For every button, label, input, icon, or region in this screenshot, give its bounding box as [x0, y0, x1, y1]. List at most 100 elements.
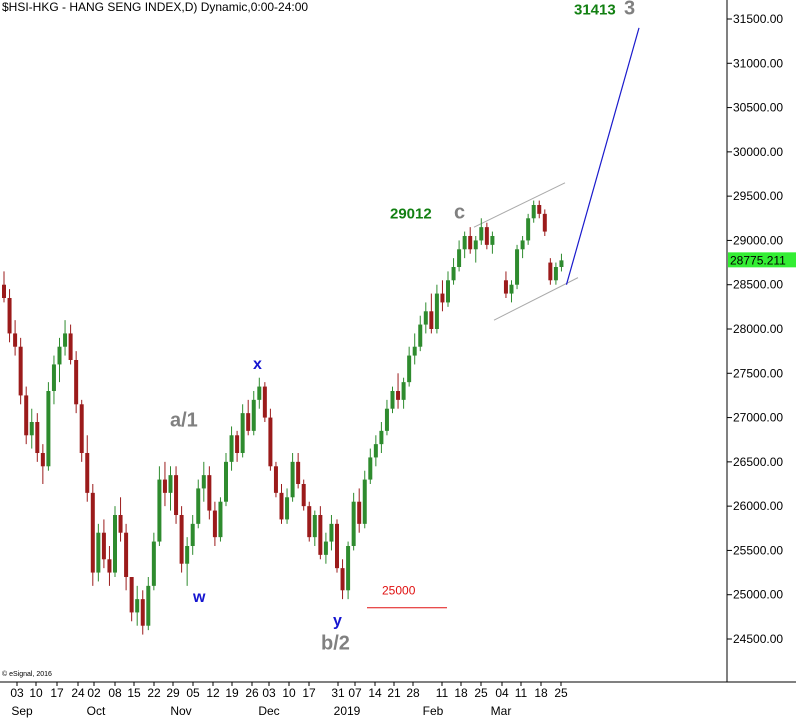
- candle-body-down: [262, 386, 267, 418]
- x-day-label: 18: [534, 686, 548, 700]
- candle-body-up: [412, 346, 417, 356]
- wave-label: 29012: [390, 205, 432, 222]
- candle-body-down: [429, 311, 434, 329]
- candle-body-down: [68, 333, 73, 360]
- candle-body-down: [396, 391, 401, 400]
- x-day-label: 03: [262, 686, 276, 700]
- x-day-label: 17: [50, 686, 64, 700]
- candle-body-up: [407, 355, 412, 383]
- candle-body-down: [235, 435, 240, 453]
- candle-body-up: [46, 391, 51, 467]
- candle-body-up: [479, 227, 484, 241]
- candle-body-down: [503, 280, 508, 294]
- candle-body-up: [218, 501, 223, 538]
- y-tick-label: 30000.00: [733, 145, 783, 159]
- candle-body-down: [207, 475, 212, 511]
- candle-body-down: [542, 213, 547, 232]
- candle-body-up: [531, 205, 536, 219]
- y-tick-label: 26500.00: [733, 455, 783, 469]
- x-day-label: 21: [387, 686, 401, 700]
- candle-body-up: [362, 479, 367, 524]
- x-day-label: 25: [554, 686, 568, 700]
- wave-label: x: [253, 356, 262, 373]
- candle-body-down: [301, 484, 306, 507]
- candle-body-up: [312, 515, 317, 538]
- candle-body-up: [473, 240, 478, 250]
- wave-label: 25000: [382, 584, 416, 598]
- x-day-label: 29: [166, 686, 180, 700]
- wave-label: b/2: [321, 633, 350, 655]
- candle-body-up: [509, 284, 514, 294]
- candle-body-up: [151, 541, 156, 586]
- y-tick-label: 29000.00: [733, 233, 783, 247]
- x-month-label: Dec: [258, 704, 279, 718]
- y-tick-label: 25500.00: [733, 543, 783, 557]
- candle-body-up: [257, 386, 262, 400]
- candle-body-up: [51, 364, 56, 391]
- candle-body-down: [268, 417, 273, 467]
- candle-body-down: [548, 262, 553, 281]
- candle-body-up: [251, 399, 256, 431]
- candle-body-up: [185, 546, 190, 564]
- candle-body-up: [323, 541, 328, 555]
- candle-body-down: [107, 559, 112, 573]
- y-tick-label: 29500.00: [733, 189, 783, 203]
- candle-body-up: [135, 599, 140, 613]
- candlestick-series: [2, 200, 564, 635]
- x-day-label: 22: [147, 686, 161, 700]
- x-day-label: 07: [348, 686, 362, 700]
- candle-body-down: [537, 205, 542, 214]
- candle-body-up: [146, 585, 151, 626]
- candle-body-down: [162, 479, 167, 493]
- x-day-label: 05: [186, 686, 200, 700]
- candle-body-up: [168, 475, 173, 493]
- y-tick-label: 28500.00: [733, 278, 783, 292]
- candle-body-down: [340, 568, 345, 591]
- candle-body-down: [440, 293, 445, 303]
- chart-title: $HSI-HKG - HANG SENG INDEX,D) Dynamic,0:…: [2, 0, 309, 14]
- x-day-label: 10: [282, 686, 296, 700]
- candle-body-up: [457, 249, 462, 267]
- candle-body-up: [368, 457, 373, 480]
- candle-body-down: [307, 506, 312, 538]
- candle-body-up: [384, 408, 389, 431]
- candle-body-down: [118, 515, 123, 533]
- x-day-label: 08: [108, 686, 122, 700]
- candle-body-up: [240, 413, 245, 453]
- candle-body-down: [7, 298, 12, 334]
- wave-label: w: [192, 589, 206, 606]
- candle-body-up: [57, 346, 62, 365]
- candle-body-up: [201, 475, 206, 489]
- y-tick-label: 24500.00: [733, 632, 783, 646]
- candle-body-down: [140, 599, 145, 626]
- candle-body-up: [520, 240, 525, 250]
- x-month-label: Sep: [11, 704, 33, 718]
- x-day-label: 04: [495, 686, 509, 700]
- x-axis: 03 10 17 24 02 08 15 22 29 05 12 19 26 03 10 17 31 07 14 21…: [10, 682, 568, 718]
- candle-body-down: [101, 532, 106, 560]
- candle-body-up: [401, 382, 406, 400]
- candle-body-down: [74, 360, 79, 405]
- x-day-label: 03: [10, 686, 24, 700]
- candle-body-up: [329, 523, 334, 542]
- candle-body-up: [462, 236, 467, 250]
- x-month-label: Oct: [87, 704, 106, 718]
- candle-body-up: [285, 497, 290, 520]
- y-tick-label: 26000.00: [733, 499, 783, 513]
- candle-body-up: [418, 324, 423, 347]
- candle-body-up: [96, 532, 101, 573]
- candle-body-down: [124, 532, 129, 577]
- candle-body-up: [157, 479, 162, 542]
- candle-body-up: [446, 280, 450, 303]
- candle-body-down: [18, 346, 23, 396]
- last-price-label: 28775.211: [730, 253, 786, 267]
- candle-body-up: [373, 444, 378, 458]
- wave-annotations: 31413 3 29012 c a/1 x w y b/2 25000: [170, 0, 635, 655]
- x-day-label: 24: [71, 686, 85, 700]
- candle-body-down: [2, 284, 6, 298]
- x-month-label: Nov: [170, 704, 191, 718]
- candle-body-up: [490, 236, 495, 245]
- plot-area: [0, 0, 796, 683]
- copyright-text: © eSignal, 2016: [2, 671, 52, 678]
- candle-body-down: [13, 333, 18, 347]
